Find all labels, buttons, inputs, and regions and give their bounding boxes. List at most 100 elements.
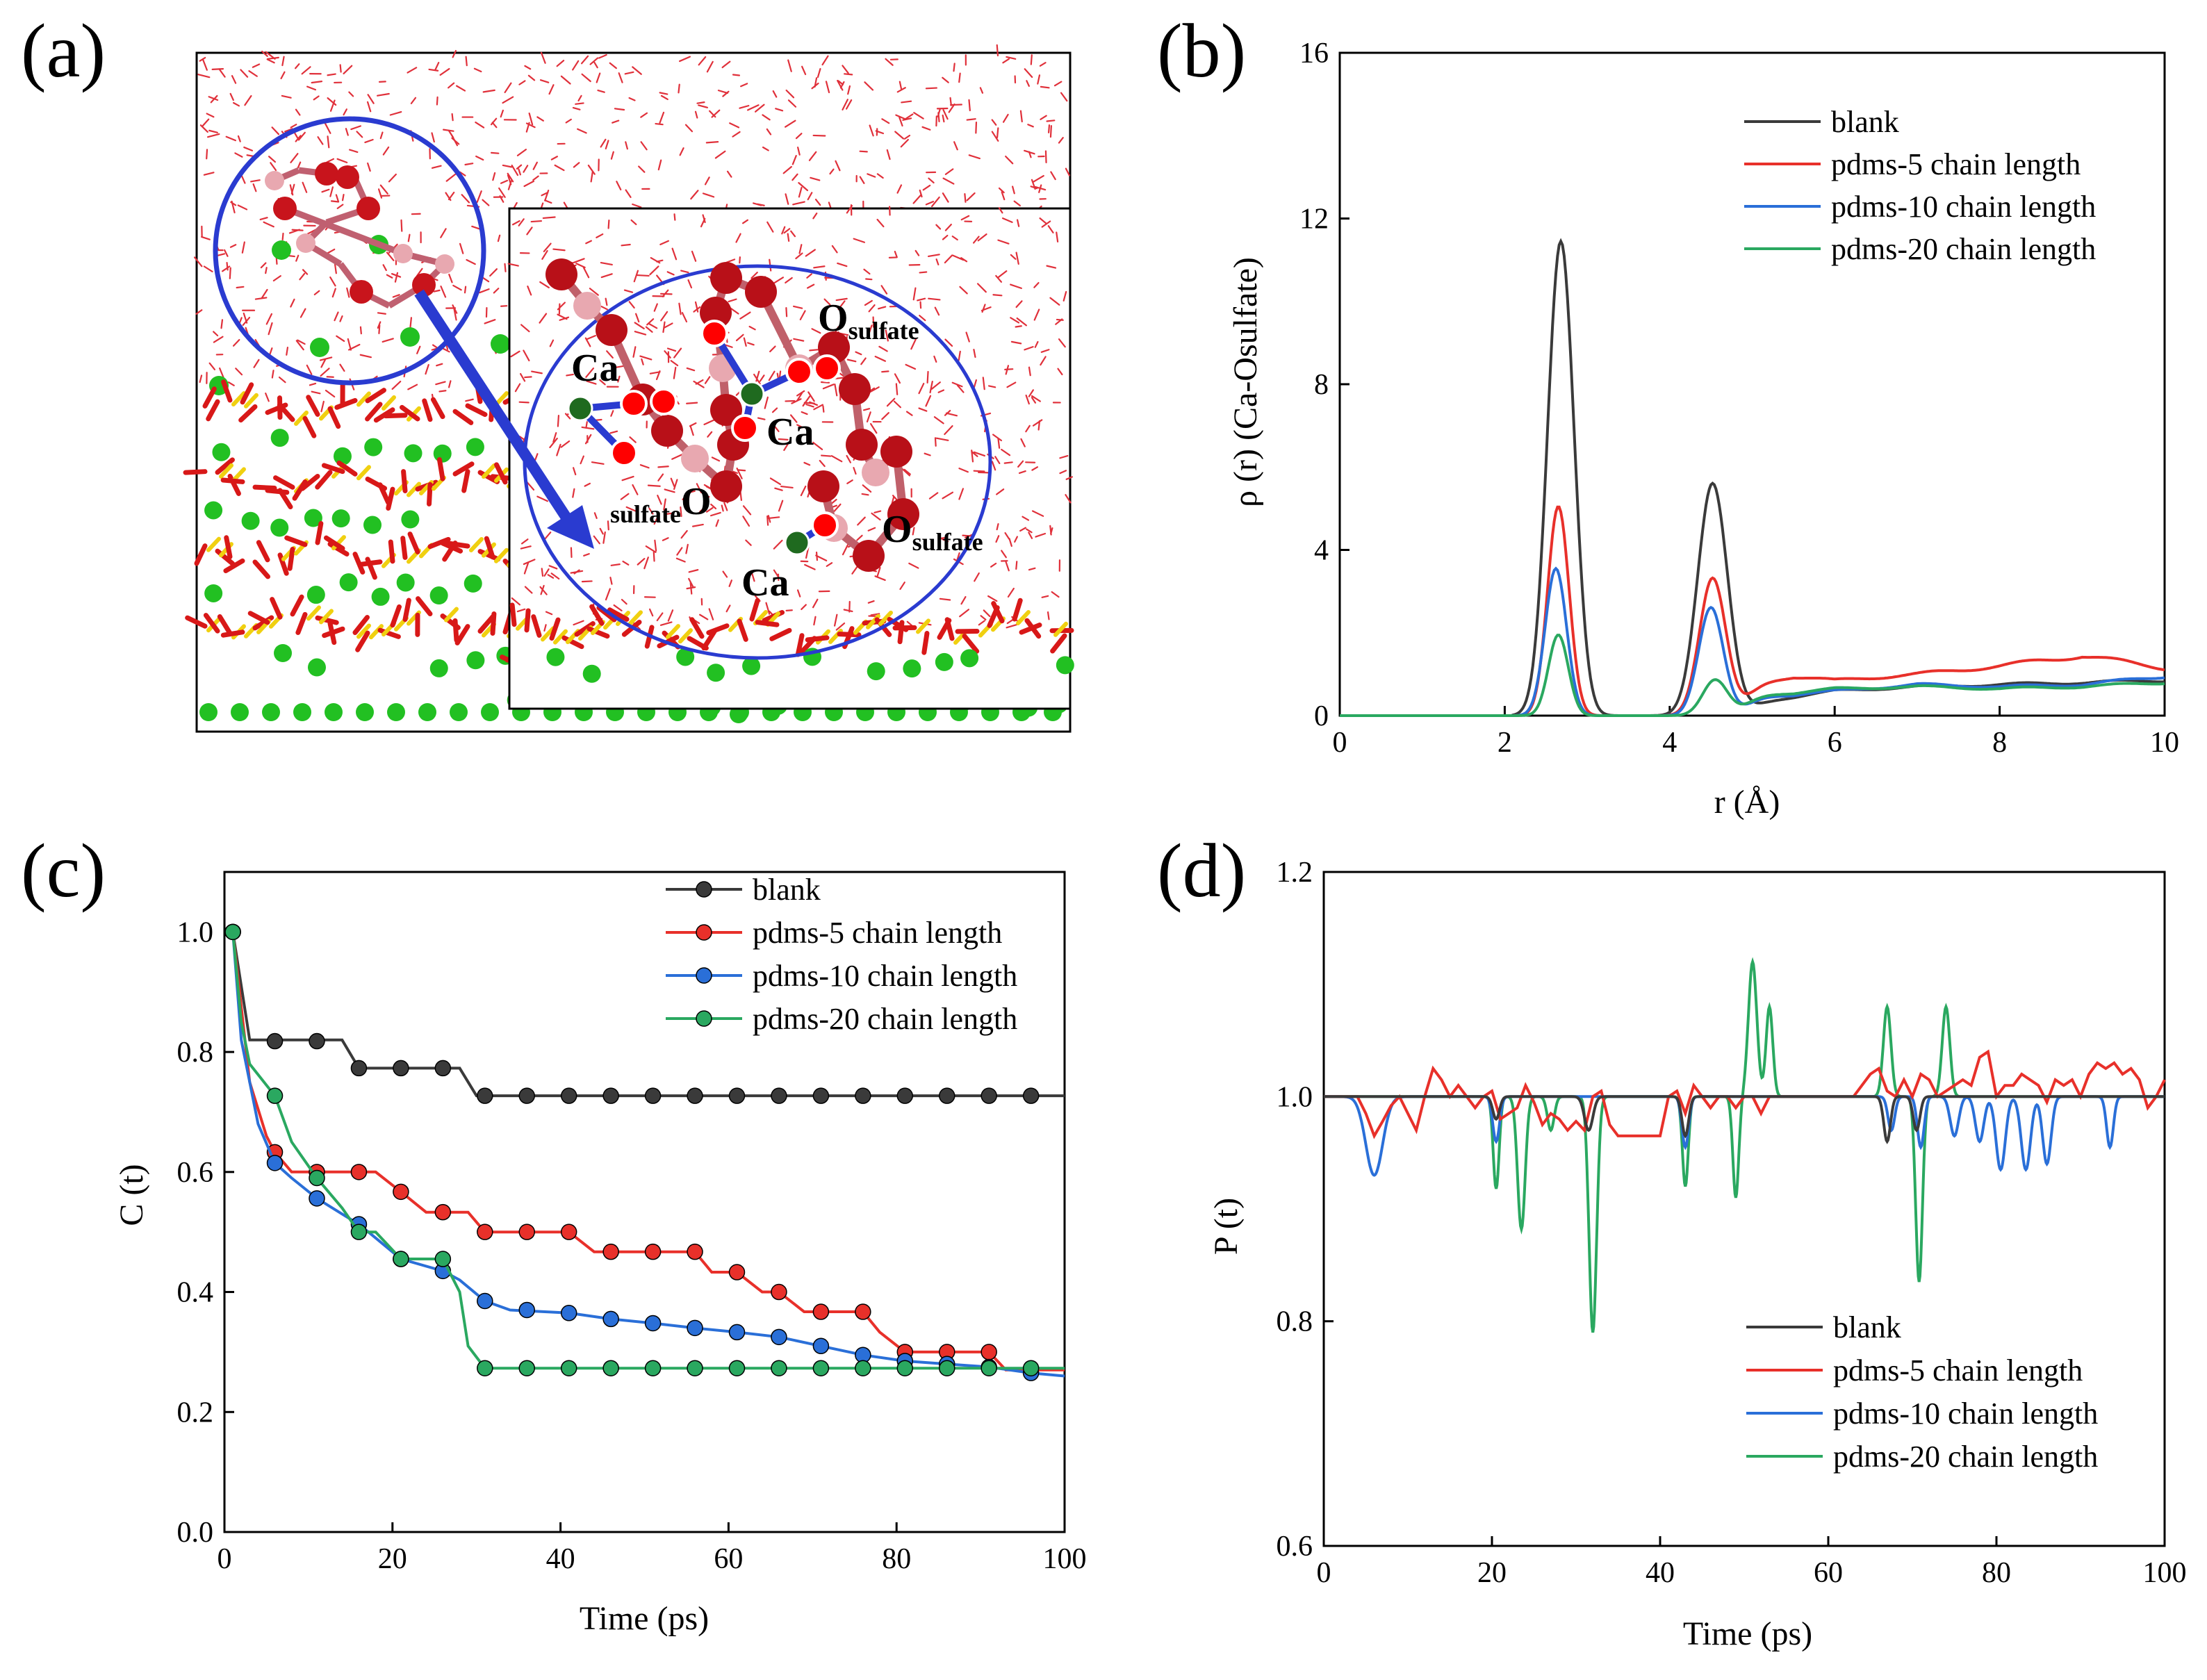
- water-molecule: [659, 111, 665, 124]
- water-molecule: [704, 176, 710, 186]
- correlation-data-point: [560, 1224, 577, 1240]
- water-molecule: [983, 609, 991, 618]
- water-molecule: [793, 338, 805, 342]
- legend-label: pdms-20 chain length: [1833, 1440, 2098, 1474]
- water-molecule: [1037, 74, 1041, 85]
- water-molecule: [787, 233, 790, 242]
- calcium-ion: [450, 703, 468, 721]
- legend-label: pdms-5 chain length: [1833, 1353, 2083, 1387]
- water-molecule: [1033, 281, 1040, 288]
- water-molecule: [320, 368, 330, 377]
- water-molecule: [648, 507, 654, 515]
- water-molecule: [663, 498, 666, 511]
- probability-series-line: [1324, 1095, 2165, 1177]
- water-molecule: [855, 351, 862, 356]
- sulfate-atom: [681, 445, 709, 472]
- zoom-arrow: [414, 289, 594, 549]
- water-molecule: [771, 422, 780, 432]
- water-molecule: [229, 244, 237, 248]
- surface-bond: [706, 623, 730, 636]
- sulfate-atom: [573, 292, 601, 320]
- water-molecule: [1004, 368, 1014, 370]
- water-molecule: [735, 233, 741, 243]
- water-molecule: [805, 249, 816, 257]
- water-molecule: [680, 506, 682, 518]
- water-molecule: [431, 132, 435, 143]
- sulfur-bond: [482, 463, 496, 479]
- water-molecule: [789, 414, 798, 423]
- water-molecule: [271, 126, 280, 135]
- water-molecule: [998, 187, 1005, 194]
- water-molecule: [234, 152, 243, 158]
- water-molecule: [757, 203, 765, 206]
- water-molecule: [950, 104, 962, 106]
- water-molecule: [869, 386, 880, 393]
- surface-bond: [452, 618, 459, 643]
- sulfur-bond: [916, 618, 930, 634]
- water-molecule: [518, 436, 526, 441]
- x-tick-label: 20: [378, 1543, 407, 1575]
- water-molecule: [953, 63, 955, 72]
- calcium-ion: [356, 703, 374, 721]
- correlation-data-point: [350, 1164, 368, 1180]
- surface-bond: [256, 540, 270, 563]
- surface-bond: [445, 541, 470, 549]
- water-molecule: [602, 531, 606, 544]
- water-molecule: [610, 151, 614, 160]
- water-molecule: [699, 613, 709, 620]
- water-molecule: [586, 380, 597, 385]
- water-molecule: [813, 616, 817, 626]
- surface-bond: [220, 629, 245, 638]
- water-molecule: [798, 186, 803, 198]
- water-molecule: [524, 65, 532, 70]
- legend-marker: [696, 967, 712, 984]
- x-tick-label: 40: [1646, 1557, 1675, 1589]
- water-molecule: [1027, 124, 1034, 128]
- water-molecule: [766, 221, 774, 233]
- sulfate-atom: [839, 373, 871, 405]
- sulfate-atom: [596, 314, 627, 346]
- water-molecule: [958, 468, 969, 473]
- correlation-data-point: [602, 1310, 619, 1328]
- correlation-data-point: [1022, 1087, 1040, 1104]
- water-molecule: [997, 438, 1001, 449]
- water-molecule: [856, 534, 863, 541]
- correlation-data-point: [518, 1087, 535, 1104]
- rdf-series-line: [1340, 566, 2165, 717]
- correlation-data-point: [518, 1301, 535, 1319]
- water-molecule: [1031, 179, 1036, 190]
- calcium-ion: [204, 584, 223, 602]
- water-molecule: [321, 188, 330, 193]
- water-molecule: [681, 312, 688, 323]
- water-molecule: [937, 108, 941, 117]
- water-molecule: [547, 574, 555, 579]
- water-molecule: [766, 128, 772, 135]
- sulfur-bond: [294, 410, 309, 426]
- surface-bond: [327, 406, 341, 429]
- calcium-ion: [199, 703, 218, 721]
- water-molecule: [655, 370, 661, 381]
- water-molecule: [1005, 561, 1010, 572]
- water-molecule: [618, 72, 623, 83]
- water-molecule: [261, 50, 268, 57]
- water-molecule: [951, 236, 958, 241]
- water-molecule: [901, 100, 912, 104]
- water-molecule: [939, 598, 951, 601]
- water-molecule: [558, 303, 561, 315]
- surface-bond: [549, 617, 561, 641]
- water-molecule: [539, 281, 550, 289]
- water-molecule: [475, 155, 484, 161]
- calcium-ion: [676, 648, 695, 666]
- surface-bond: [292, 479, 308, 501]
- water-molecule: [702, 192, 715, 198]
- water-molecule: [1008, 538, 1012, 547]
- water-molecule: [973, 379, 977, 388]
- probability-series-line: [1324, 957, 2165, 1333]
- water-molecule: [471, 225, 482, 231]
- water-molecule: [820, 381, 830, 384]
- water-molecule: [465, 398, 474, 402]
- water-molecule: [605, 140, 609, 150]
- water-molecule: [391, 380, 402, 390]
- water-molecule: [520, 538, 529, 545]
- correlation-data-point: [981, 1087, 997, 1104]
